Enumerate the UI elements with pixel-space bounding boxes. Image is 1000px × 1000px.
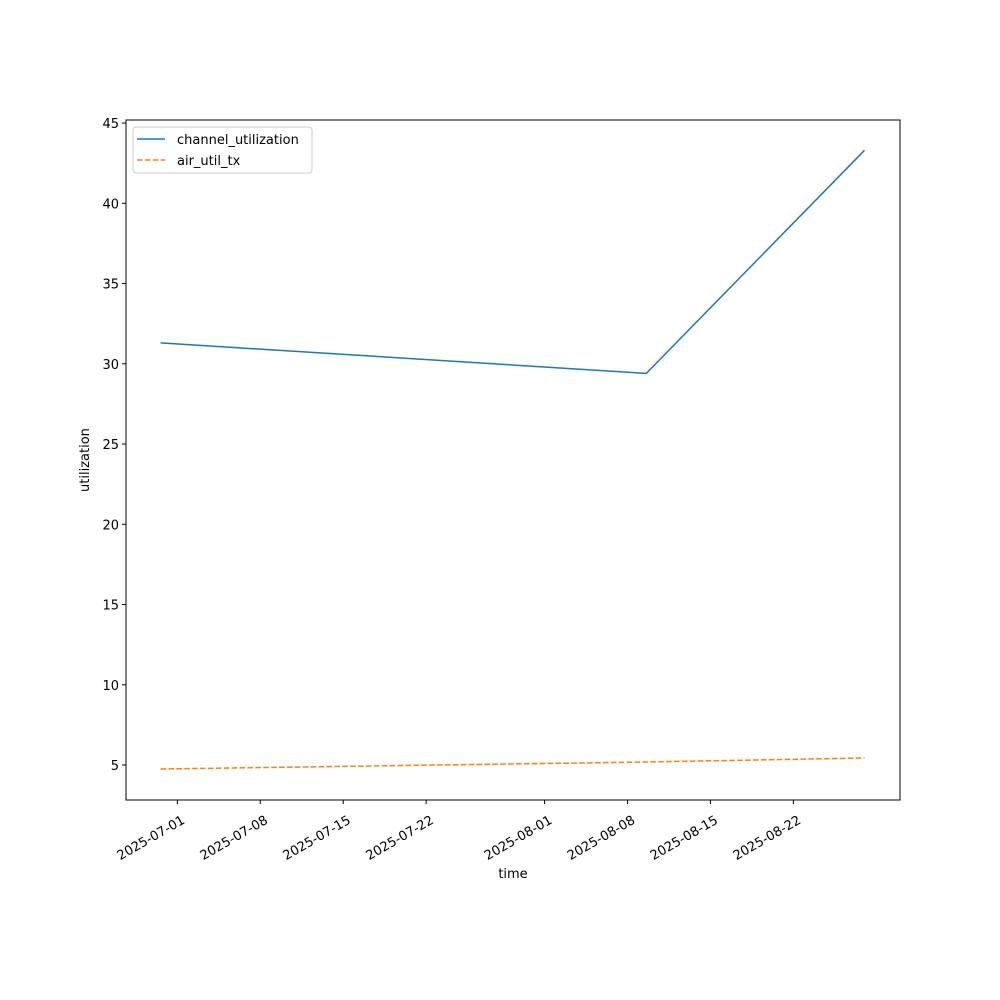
y-tick-label: 35 [102, 278, 119, 293]
y-tick-label: 30 [102, 358, 119, 373]
x-tick-label: 2025-08-08 [565, 813, 638, 864]
y-tick-label: 25 [102, 438, 119, 453]
x-tick-label: 2025-07-01 [115, 813, 188, 864]
y-tick-label: 15 [102, 599, 119, 614]
plot-area-frame [125, 119, 901, 801]
y-tick-label: 40 [102, 197, 119, 212]
x-tick-label: 2025-07-08 [198, 813, 271, 864]
y-tick-label: 5 [111, 759, 119, 774]
x-axis-label: time [498, 867, 527, 882]
x-tick-label: 2025-08-01 [482, 813, 555, 864]
x-tick-label: 2025-08-15 [648, 813, 721, 864]
legend-label: channel_utilization [177, 133, 299, 148]
x-tick-label: 2025-08-22 [731, 813, 804, 864]
y-axis-label: utilization [78, 428, 93, 492]
legend: channel_utilization air_util_tx [132, 126, 313, 174]
x-tick-label: 2025-07-22 [364, 813, 437, 864]
y-tick-label: 10 [102, 679, 119, 694]
legend-box [132, 126, 313, 174]
y-tick-label: 45 [102, 117, 119, 132]
legend-label: air_util_tx [177, 154, 241, 169]
y-tick-label: 20 [102, 518, 119, 533]
x-tick-label: 2025-07-15 [281, 813, 354, 864]
series-line-air-util-tx [160, 757, 865, 770]
series-line-channel-utilization [160, 149, 866, 375]
